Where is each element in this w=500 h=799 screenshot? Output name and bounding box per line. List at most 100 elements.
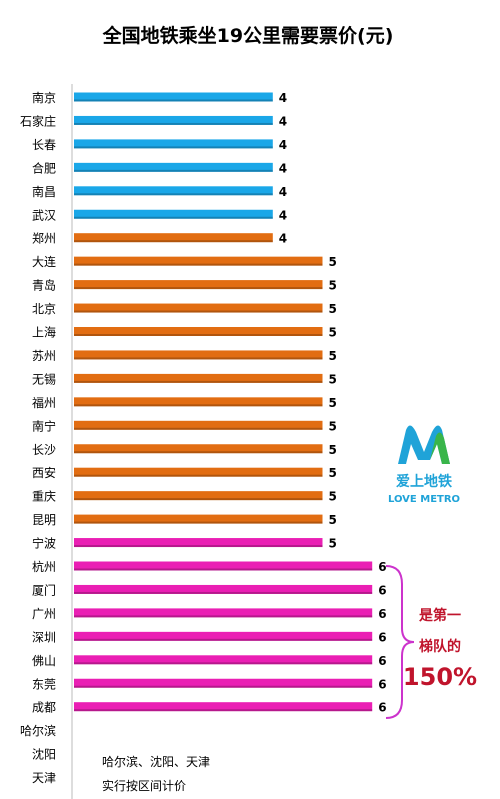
bar [74, 303, 323, 313]
bar-shadow [74, 334, 323, 336]
category-label: 南宁 [32, 418, 56, 433]
value-label: 4 [279, 161, 287, 175]
value-label: 6 [378, 607, 386, 621]
value-label: 5 [329, 490, 337, 504]
value-label: 5 [329, 466, 337, 480]
bar [74, 350, 323, 360]
value-label: 5 [329, 537, 337, 551]
category-label: 长春 [32, 138, 56, 152]
category-label: 合肥 [32, 160, 56, 175]
category-label: 郑州 [32, 231, 56, 246]
bar-shadow [74, 662, 373, 665]
category-label: 厦门 [32, 582, 56, 597]
value-label: 5 [329, 279, 337, 293]
category-label: 石家庄 [20, 113, 56, 128]
category-label: 苏州 [32, 349, 56, 363]
value-label: 5 [329, 349, 337, 363]
bar-shadow [74, 451, 323, 454]
bar [74, 655, 373, 665]
category-label: 南京 [32, 90, 56, 105]
category-label: 青岛 [32, 278, 56, 293]
bar-shadow [74, 615, 373, 618]
bar [74, 678, 373, 688]
bar [74, 280, 323, 290]
category-label: 上海 [32, 325, 56, 340]
bar-shadow [74, 404, 323, 407]
bar [74, 538, 323, 548]
value-label: 6 [378, 630, 386, 644]
bar-shadow [74, 310, 323, 313]
bar [74, 139, 273, 149]
category-label: 福州 [32, 395, 56, 410]
bar [74, 702, 373, 712]
bar-shadow [74, 474, 323, 477]
value-label: 4 [279, 208, 287, 222]
value-label: 6 [378, 701, 386, 715]
logo-text-cn: 爱上地铁 [396, 473, 452, 490]
value-label: 6 [378, 677, 386, 691]
bar [74, 608, 373, 618]
bar [74, 327, 323, 336]
bar [74, 561, 373, 571]
value-label: 4 [279, 138, 287, 152]
bar [74, 631, 373, 641]
tier-note-line2: 梯队的 [419, 638, 461, 655]
value-label: 6 [378, 583, 386, 597]
bars-layer: 南京 4 石家庄 4 长春 4 合肥 4 南昌 4 武汉 4 郑州 4 大连 5 青岛 5 北京 5 上海 5 苏州 5 无锡 5… [20, 90, 387, 785]
value-label: 5 [329, 326, 337, 340]
value-label: 5 [329, 513, 337, 527]
category-label: 北京 [32, 302, 56, 316]
bar [74, 467, 323, 477]
value-label: 6 [378, 654, 386, 668]
bar-shadow [74, 169, 273, 172]
footnote-line1: 哈尔滨、沈阳、天津 [102, 754, 210, 769]
value-label: 4 [279, 232, 287, 246]
category-label: 西安 [32, 465, 56, 480]
bar [74, 256, 323, 266]
bar [74, 420, 323, 430]
value-label: 5 [329, 396, 337, 410]
bar-shadow [74, 287, 323, 290]
value-label: 4 [279, 185, 287, 199]
bar-shadow [74, 591, 373, 594]
value-label: 6 [378, 560, 386, 574]
category-label: 成都 [32, 701, 56, 715]
logo-text-en: LOVE METRO [388, 494, 460, 505]
category-label: 沈阳 [32, 747, 56, 762]
category-label: 昆明 [32, 513, 56, 527]
bar-shadow [74, 380, 323, 383]
category-label: 广州 [32, 607, 56, 621]
category-label: 天津 [32, 771, 56, 785]
bar [74, 209, 273, 219]
logo-m-accent [430, 432, 450, 464]
bar-shadow [74, 99, 273, 102]
value-label: 4 [279, 91, 287, 105]
bar-shadow [74, 568, 373, 571]
bar-shadow [74, 685, 373, 688]
category-label: 深圳 [32, 630, 56, 644]
bar-shadow [74, 193, 273, 196]
category-label: 重庆 [32, 490, 56, 504]
category-label: 佛山 [32, 654, 56, 668]
category-label: 南昌 [32, 184, 56, 199]
bar-shadow [74, 709, 373, 712]
bar [74, 373, 323, 383]
value-label: 4 [279, 114, 287, 128]
category-label: 长沙 [32, 443, 56, 457]
category-label: 宁波 [32, 536, 56, 551]
category-label: 大连 [32, 254, 56, 269]
category-label: 无锡 [32, 371, 56, 386]
bar-shadow [74, 122, 273, 125]
bar [74, 584, 373, 594]
bar [74, 186, 273, 196]
bar-shadow [74, 521, 323, 524]
bar [74, 233, 273, 243]
footnote-line2: 实行按区间计价 [102, 778, 186, 793]
category-label: 杭州 [32, 559, 56, 574]
chart-title: 全国地铁乘坐19公里需要票价(元) [102, 24, 394, 47]
value-label: 5 [329, 443, 337, 457]
tier-percent: 150% [403, 663, 477, 691]
bar [74, 115, 273, 125]
tier-bracket [385, 565, 415, 719]
bar-shadow [74, 216, 273, 219]
